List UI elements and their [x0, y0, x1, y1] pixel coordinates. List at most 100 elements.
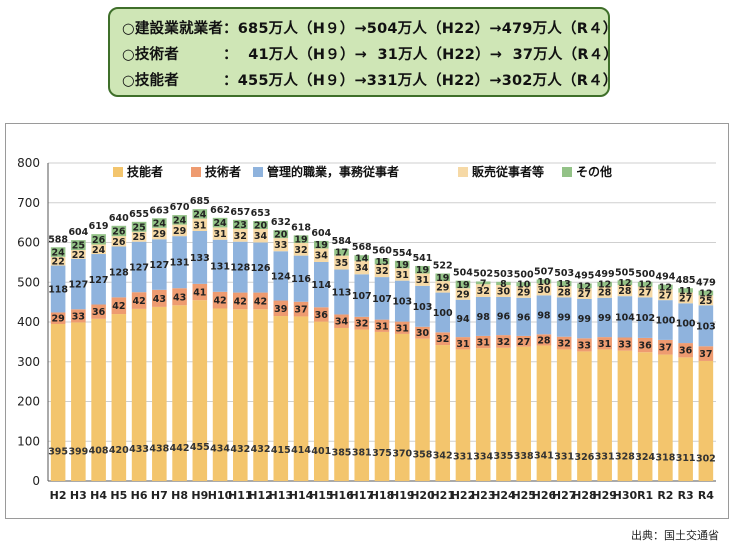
- data-label: 30: [416, 328, 430, 339]
- data-label: 124: [271, 271, 291, 282]
- data-label: 32: [294, 245, 307, 256]
- bar-segment: [516, 346, 531, 481]
- data-label: 11: [679, 286, 692, 297]
- legend-label: 技術者: [205, 164, 241, 179]
- data-label: 30: [537, 285, 551, 296]
- data-label: 42: [213, 296, 226, 307]
- data-label: 15: [375, 257, 388, 268]
- summary-line-skilled-workers: ○技能者 ：455万人（H９）→331万人（H22）→302万人（R４）: [122, 73, 618, 89]
- bar-segment: [536, 279, 552, 284]
- bar-segment: [313, 307, 329, 322]
- x-tick-label: H6: [131, 489, 148, 502]
- data-label: 399: [68, 446, 88, 457]
- y-tick-label: 0: [32, 474, 40, 488]
- data-label: 32: [355, 319, 368, 330]
- bar-segment: [556, 336, 572, 350]
- bar-segment: [394, 268, 410, 281]
- bar-segment: [496, 296, 511, 336]
- data-label: 415: [271, 445, 291, 456]
- data-label: 433: [129, 444, 149, 455]
- bar-segment: [556, 286, 572, 298]
- data-label: 25: [699, 296, 712, 307]
- bar-segment: [394, 260, 410, 269]
- data-label: 103: [392, 297, 412, 308]
- bar-segment: [658, 284, 673, 290]
- bar-segment: [111, 314, 127, 481]
- bar-segment: [334, 248, 349, 256]
- bar-segment: [152, 218, 167, 228]
- bar-segment: [313, 261, 329, 308]
- bar-segment: [536, 295, 552, 335]
- data-label: 29: [173, 226, 186, 237]
- data-label: 28: [537, 335, 551, 346]
- x-tick-label: H10: [208, 489, 233, 502]
- data-label: 24: [52, 248, 66, 259]
- total-label: 655: [129, 209, 149, 220]
- bar-segment: [313, 240, 329, 249]
- bar-segment: [516, 335, 531, 347]
- bar-segment: [637, 281, 653, 287]
- x-tick-label: H12: [248, 489, 273, 502]
- bar-segment: [253, 242, 268, 293]
- total-label: 584: [332, 236, 352, 247]
- total-label: 640: [109, 213, 129, 224]
- total-label: 657: [230, 207, 250, 218]
- bar-segment: [435, 281, 451, 293]
- bar-segment: [435, 332, 451, 346]
- data-label: 420: [109, 445, 129, 456]
- x-tick-label: H15: [309, 489, 334, 502]
- bar-segment: [394, 321, 410, 334]
- summary-line-construction-workers: ○建設業就業者：685万人（H９）→504万人（H22）→479万人（R４）: [122, 21, 618, 37]
- bar-segment: [577, 351, 592, 481]
- bar-segment: [374, 277, 390, 320]
- bar-segment: [253, 309, 268, 481]
- bar-segment: [131, 231, 147, 242]
- data-label: 19: [294, 235, 307, 246]
- bar-segment: [212, 291, 228, 309]
- bar-segment: [556, 297, 572, 337]
- data-label: 14: [355, 254, 369, 265]
- data-label: 12: [659, 283, 672, 294]
- data-label: 41: [193, 287, 206, 298]
- data-label: 24: [92, 245, 106, 256]
- x-tick-label: H26: [532, 489, 557, 502]
- x-tick-label: H21: [430, 489, 455, 502]
- data-label: 32: [558, 339, 571, 350]
- data-label: 32: [234, 231, 247, 242]
- bar-segment: [192, 209, 208, 219]
- bar-segment: [374, 319, 390, 332]
- bar-segment: [475, 348, 491, 481]
- data-label: 19: [315, 240, 328, 251]
- total-label: 604: [68, 227, 88, 238]
- data-label: 31: [375, 321, 388, 332]
- data-label: 33: [72, 311, 85, 322]
- bar-segment: [435, 345, 451, 481]
- x-tick-label: H8: [171, 489, 188, 502]
- x-tick-label: H5: [110, 489, 127, 502]
- x-tick-label: H25: [511, 489, 536, 502]
- data-label: 25: [72, 241, 85, 252]
- bar-segment: [577, 298, 592, 339]
- bar-segment: [415, 265, 430, 274]
- data-label: 43: [153, 294, 166, 305]
- data-label: 17: [335, 248, 348, 259]
- data-label: 438: [149, 443, 169, 454]
- data-label: 341: [534, 451, 554, 462]
- bar-segment: [597, 281, 612, 287]
- bar-segment: [172, 305, 187, 481]
- total-label: 685: [190, 196, 210, 207]
- data-label: 26: [112, 226, 126, 237]
- bar-segment: [111, 225, 127, 237]
- x-tick-label: H29: [592, 489, 617, 502]
- bar-segment: [496, 281, 511, 286]
- bar-segment: [678, 343, 693, 358]
- bar-segment: [455, 337, 471, 350]
- data-label: 114: [311, 280, 331, 291]
- data-label: 26: [112, 237, 126, 248]
- bar-segment: [91, 244, 106, 255]
- bar-segment: [91, 234, 106, 245]
- bar-segment: [131, 241, 147, 293]
- data-label: 385: [332, 447, 352, 458]
- data-label: 99: [578, 314, 591, 325]
